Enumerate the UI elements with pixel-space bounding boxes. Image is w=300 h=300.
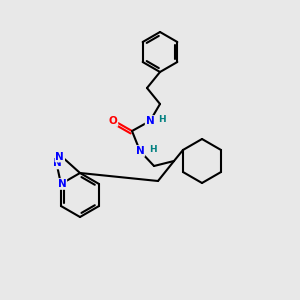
Text: H: H [149,146,157,154]
Text: N: N [58,179,66,189]
Text: H: H [158,115,166,124]
Text: N: N [136,146,144,156]
Text: N: N [146,116,154,126]
Text: N: N [53,158,62,169]
Text: O: O [109,116,117,126]
Text: N: N [56,152,64,162]
